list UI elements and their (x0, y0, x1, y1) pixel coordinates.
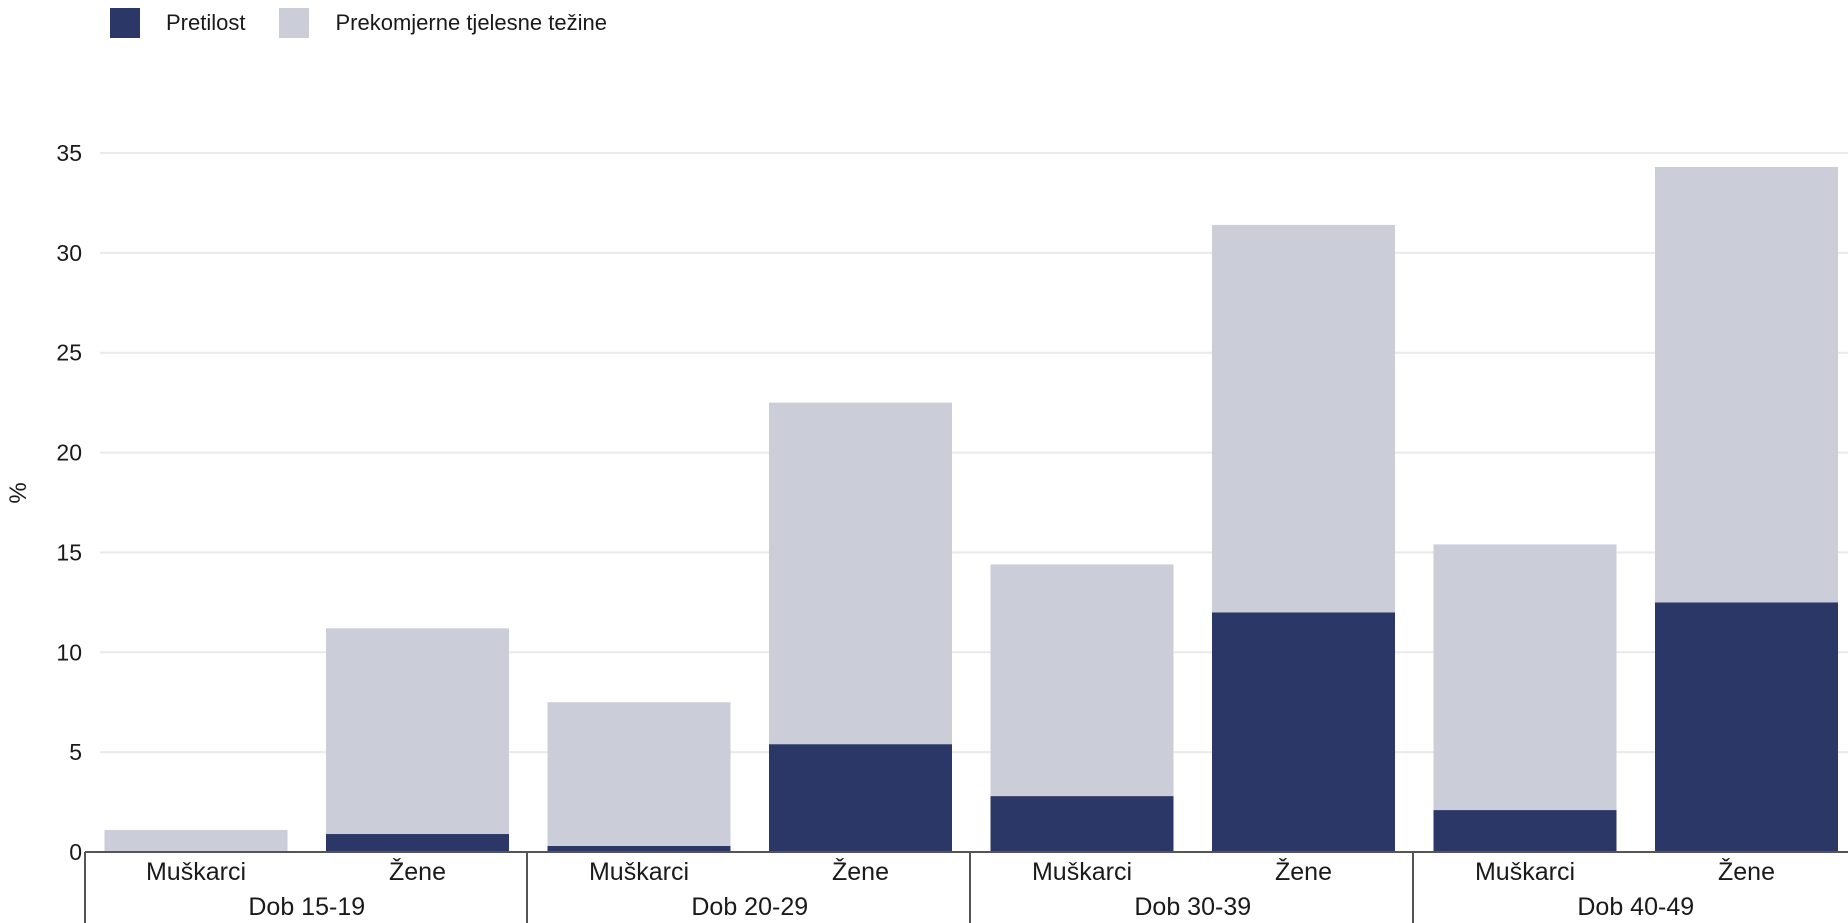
legend-label-prekomjerne: Prekomjerne tjelesne težine (335, 10, 607, 35)
legend-swatch-prekomjerne (279, 8, 310, 38)
bar-prekomjerne (104, 830, 288, 852)
x-category-label: Muškarci (589, 858, 689, 886)
legend-label-pretilost: Pretilost (166, 10, 246, 35)
bar-prekomjerne (1212, 224, 1395, 613)
y-axis-label: % (5, 482, 32, 503)
legend-swatch-pretilost (110, 8, 140, 38)
y-axis-ticks: 0 5 10 15 20 25 30 35 (56, 140, 82, 865)
bar-pretilost (1655, 602, 1838, 852)
x-category-label: Muškarci (146, 858, 246, 886)
x-group-label: Dob 15-19 (248, 893, 365, 921)
bar-pretilost (547, 846, 731, 852)
bar-pretilost (1212, 612, 1395, 852)
x-category-label: Muškarci (1032, 858, 1132, 886)
y-tick-label: 15 (56, 539, 82, 565)
x-category-label: Žene (1275, 857, 1332, 886)
bar-prekomjerne (990, 564, 1174, 797)
x-category-label: Žene (389, 857, 446, 886)
x-group-label: Dob 40-49 (1577, 893, 1694, 921)
x-axis-labels: Muškarci Žene Muškarci Žene Muškarci Žene Mušk… (146, 857, 1775, 921)
y-tick-label: 10 (56, 639, 82, 665)
legend-item-prekomjerne: Prekomjerne tjelesne težine (279, 8, 607, 38)
x-axis (84, 851, 1848, 923)
bars (104, 166, 1838, 852)
bar-prekomjerne (1655, 166, 1838, 603)
y-tick-label: 20 (56, 440, 82, 466)
x-category-label: Žene (832, 857, 889, 886)
x-group-label: Dob 20-29 (691, 893, 808, 921)
x-category-label: Žene (1718, 857, 1775, 886)
y-tick-label: 35 (56, 140, 82, 166)
bar-prekomjerne (769, 402, 952, 745)
bar-prekomjerne (547, 702, 731, 847)
y-tick-label: 0 (69, 839, 82, 865)
x-category-label: Muškarci (1475, 858, 1575, 886)
y-tick-label: 25 (56, 340, 82, 366)
legend-item-pretilost: Pretilost (110, 8, 245, 38)
bar-prekomjerne (326, 628, 509, 835)
bar-pretilost (326, 834, 509, 852)
y-tick-label: 30 (56, 240, 82, 266)
chart-legend: Pretilost Prekomjerne tjelesne težine (110, 8, 641, 38)
bar-pretilost (1433, 810, 1617, 852)
x-group-label: Dob 30-39 (1134, 893, 1251, 921)
bar-pretilost (769, 744, 952, 852)
bar-pretilost (990, 796, 1174, 852)
y-tick-label: 5 (69, 739, 82, 765)
bar-prekomjerne (1433, 544, 1617, 811)
